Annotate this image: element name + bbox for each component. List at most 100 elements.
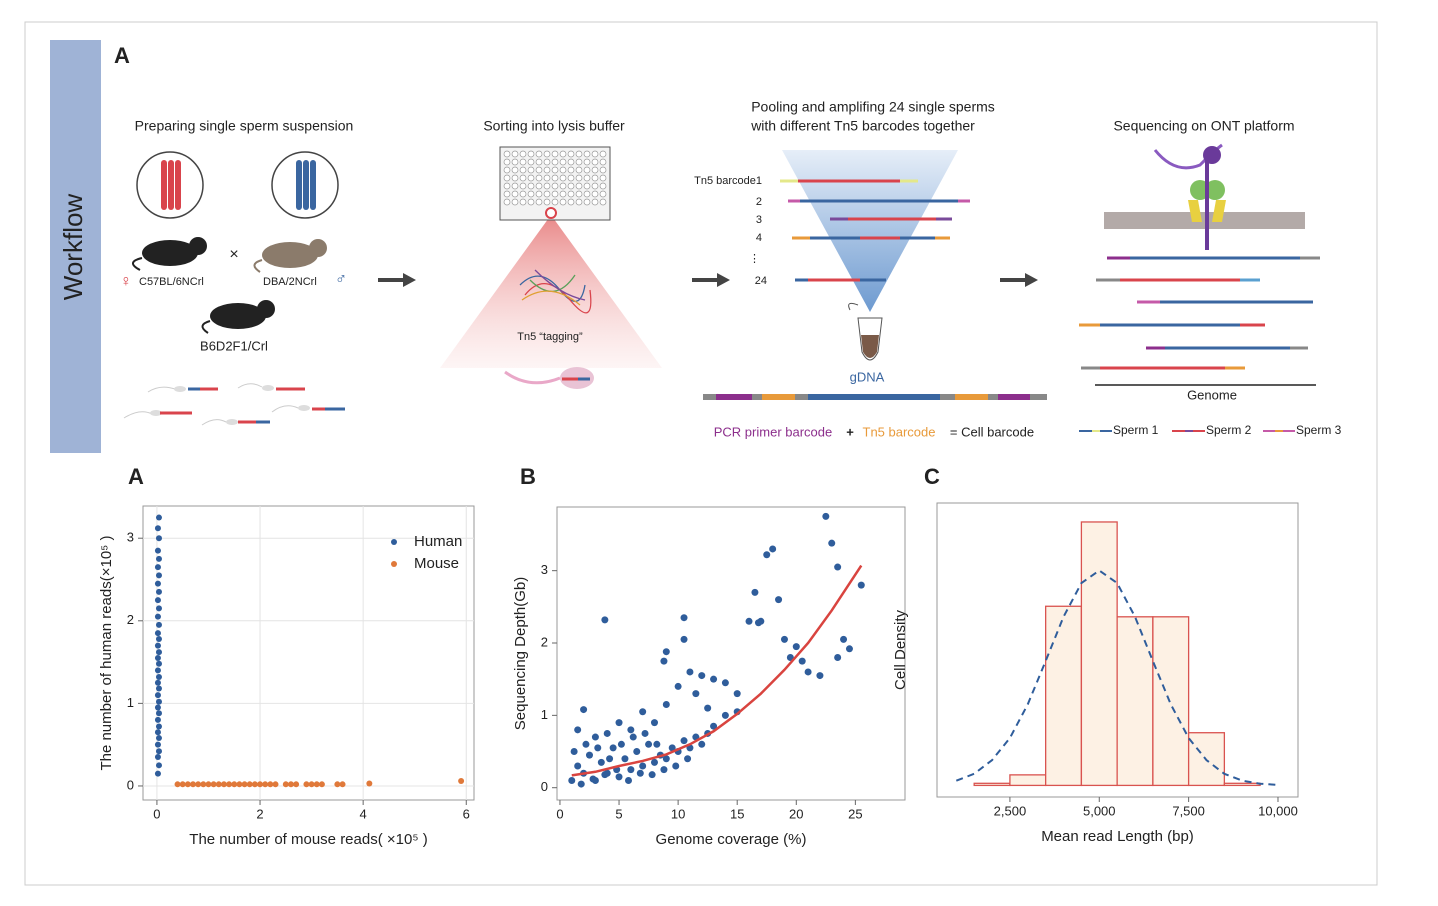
point — [155, 748, 162, 755]
point — [621, 755, 629, 763]
point — [710, 722, 718, 730]
hist-bar — [1080, 521, 1118, 787]
plate-wells — [503, 150, 607, 206]
point — [615, 719, 623, 727]
nanopore — [1188, 146, 1226, 250]
point — [648, 771, 656, 779]
step-title: Preparing single sperm suspension — [135, 118, 354, 134]
chromosomes — [161, 160, 181, 210]
point — [246, 781, 253, 788]
point — [155, 514, 162, 521]
point — [155, 735, 162, 742]
x-tick-label: 5,000 — [1083, 803, 1116, 818]
chromosomes — [296, 160, 316, 210]
point — [704, 704, 712, 712]
y-tick-label: 2 — [541, 634, 548, 649]
point — [721, 711, 729, 719]
point — [624, 776, 632, 784]
point — [155, 605, 162, 612]
point — [857, 581, 865, 589]
point — [822, 512, 830, 520]
y-tick-label: 1 — [127, 695, 134, 710]
point — [339, 781, 346, 788]
point — [155, 588, 162, 595]
point — [629, 733, 637, 741]
point — [662, 755, 670, 763]
step-title: Sorting into lysis buffer — [483, 118, 625, 134]
cross-symbol: × — [229, 246, 238, 263]
point — [154, 667, 161, 674]
point — [780, 635, 788, 643]
point — [195, 781, 202, 788]
x-tick-label: 10 — [671, 806, 685, 821]
legend-label: Human — [414, 533, 462, 550]
point — [698, 672, 706, 680]
point — [155, 572, 162, 579]
panel-letter: C — [924, 464, 940, 489]
point — [627, 766, 635, 774]
step-title: with different Tn5 barcodes together — [750, 118, 975, 134]
point — [155, 723, 162, 730]
step-title: Sequencing on ONT platform — [1113, 118, 1294, 134]
side-band — [50, 40, 101, 453]
point — [710, 675, 718, 683]
legend-text: = Cell barcode — [950, 424, 1034, 439]
point — [154, 547, 161, 554]
panel-letter: A — [128, 464, 144, 489]
density-curve — [955, 569, 1279, 786]
point — [154, 630, 161, 637]
legend-text: Tn5 barcode — [863, 424, 936, 439]
x-tick-label: 0 — [153, 806, 160, 821]
point — [154, 692, 161, 699]
point — [668, 744, 676, 752]
point — [154, 729, 161, 736]
point — [154, 580, 161, 587]
gdna-label: gDNA — [850, 369, 885, 384]
point — [154, 525, 161, 532]
point — [653, 740, 661, 748]
point — [282, 781, 289, 788]
point — [184, 781, 191, 788]
point — [582, 740, 590, 748]
point — [763, 551, 771, 559]
x-tick-label: 5 — [615, 806, 622, 821]
point — [308, 781, 315, 788]
point — [154, 642, 161, 649]
point — [698, 740, 706, 748]
membrane — [1104, 212, 1305, 229]
point — [155, 555, 162, 562]
point — [154, 741, 161, 748]
point — [262, 781, 269, 788]
point — [154, 704, 161, 711]
point — [241, 781, 248, 788]
hist-bar — [1116, 616, 1154, 787]
point — [680, 737, 688, 745]
point — [366, 780, 373, 787]
point — [692, 690, 700, 698]
point — [154, 754, 161, 761]
point — [769, 545, 777, 553]
point — [594, 744, 602, 752]
x-tick-label: 4 — [360, 806, 367, 821]
sperm-legend: Sperm 2 — [1206, 423, 1252, 437]
point — [205, 781, 212, 788]
point — [617, 740, 625, 748]
point — [660, 766, 668, 774]
point — [154, 597, 161, 604]
point — [662, 648, 670, 656]
point — [615, 773, 623, 781]
point — [154, 716, 161, 723]
point — [834, 563, 842, 571]
y-tick-label: 0 — [541, 779, 548, 794]
point — [639, 762, 647, 770]
legend-marker — [391, 561, 397, 567]
point — [154, 654, 161, 661]
point — [792, 643, 800, 651]
point — [458, 778, 465, 785]
x-tick-label: 15 — [730, 806, 744, 821]
point — [633, 748, 641, 756]
point — [754, 619, 762, 627]
y-axis-label: The number of human reads(×10⁵ ) — [98, 535, 115, 770]
sperm-legend: Sperm 1 — [1113, 423, 1159, 437]
